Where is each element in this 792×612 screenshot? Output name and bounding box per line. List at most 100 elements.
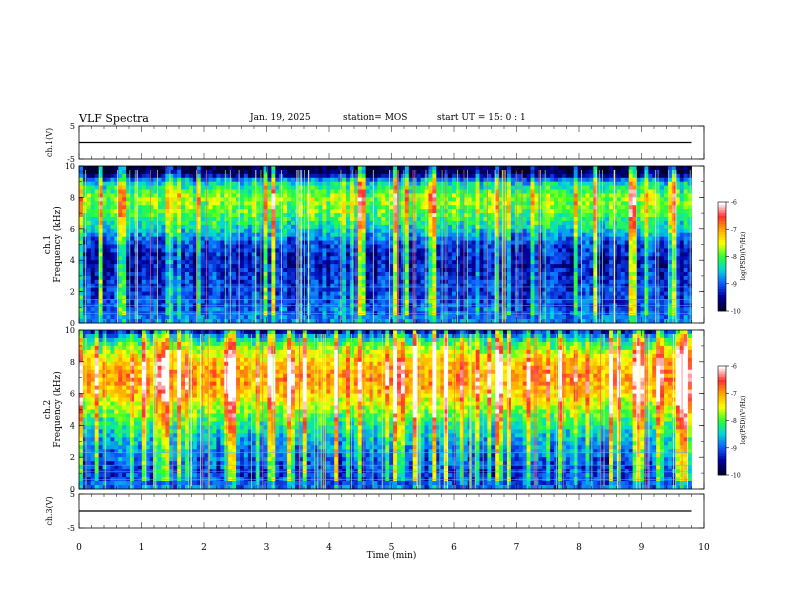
- spectrogram-cell: [495, 173, 500, 179]
- spectrogram-cell: [200, 287, 206, 293]
- spectrogram-cell: [452, 173, 457, 179]
- spectrogram-cell: [161, 181, 166, 187]
- spectrogram-cell: [565, 201, 571, 206]
- spectrogram-cell: [122, 228, 127, 234]
- spectrogram-cell: [342, 228, 347, 234]
- spectrogram-cell: [224, 264, 229, 269]
- spectrogram-cell: [79, 287, 84, 293]
- spectrogram-cell: [224, 166, 229, 171]
- spectrogram-cell: [259, 236, 264, 241]
- spectrogram-cell: [463, 169, 469, 175]
- spectrogram-cell: [530, 166, 535, 171]
- spectrogram-cell: [652, 236, 657, 241]
- spectrogram-cell: [169, 205, 174, 210]
- spectrogram-cell: [550, 252, 555, 257]
- spectrogram-cell: [648, 166, 653, 171]
- spectrogram-cell: [342, 287, 347, 293]
- spectrogram-cell: [247, 248, 253, 253]
- spectrogram-cell: [467, 275, 473, 281]
- spectrogram-cell: [420, 181, 425, 187]
- spectrogram-cell: [683, 287, 688, 293]
- spectrogram-cell: [601, 173, 606, 179]
- spectrogram-cell: [671, 232, 677, 238]
- spectrogram-cell: [660, 248, 665, 253]
- spectrogram-cell: [404, 224, 410, 230]
- spectrogram-cell: [436, 287, 441, 293]
- spectrogram-cell: [373, 236, 378, 241]
- spectrogram-cell: [491, 260, 496, 265]
- spectrogram-cell: [436, 224, 441, 230]
- spectrogram-cell: [565, 181, 571, 187]
- spectrogram-cell: [86, 189, 92, 194]
- spectrogram-cell: [263, 217, 268, 222]
- spectrogram-cell: [506, 279, 512, 285]
- spectrogram-cell: [483, 201, 488, 206]
- spectrogram-cell: [601, 205, 606, 210]
- spectrogram-cell: [302, 248, 308, 253]
- spectrogram-cell: [687, 228, 692, 234]
- spectrogram-cell: [561, 197, 567, 202]
- spectrogram-cell: [357, 279, 363, 285]
- spectrogram-cell: [671, 275, 677, 281]
- spectrogram-cell: [137, 185, 143, 190]
- spectrogram-cell: [82, 275, 88, 281]
- spectrogram-cell: [169, 252, 174, 257]
- spectrogram-cell: [236, 169, 241, 175]
- spectrogram-cell: [534, 236, 539, 241]
- spectrogram-cell: [149, 205, 154, 210]
- spectrogram-cell: [506, 244, 512, 249]
- spectrogram-cell: [459, 193, 465, 198]
- spectrogram-cell: [605, 193, 610, 198]
- spectrogram-cell: [212, 244, 217, 249]
- spectrogram-cell: [601, 169, 606, 175]
- spectrogram-cell: [408, 283, 414, 289]
- spectrogram-cell: [550, 228, 555, 234]
- spectrogram-cell: [424, 201, 429, 206]
- spectrogram-cell: [224, 185, 229, 190]
- spectrogram-cell: [310, 252, 315, 257]
- spectrogram-cell: [577, 268, 582, 273]
- spectrogram-cell: [232, 224, 237, 230]
- spectrogram-cell: [565, 213, 571, 218]
- spectrogram-cell: [259, 166, 264, 171]
- spectrogram-cell: [554, 256, 559, 261]
- spectrogram-cell: [212, 193, 217, 198]
- spectrogram-cell: [585, 201, 590, 206]
- spectrogram-cell: [459, 228, 465, 234]
- spectrogram-cell: [452, 256, 457, 261]
- spectrogram-cell: [243, 244, 249, 249]
- spectrogram-cell: [671, 169, 677, 175]
- spectrogram-cell: [224, 248, 229, 253]
- spectrogram-cell: [86, 279, 92, 285]
- spectrogram-cell: [530, 244, 535, 249]
- spectrogram-cell: [369, 197, 374, 202]
- spectrogram-cell: [514, 271, 520, 277]
- spectrogram-cell: [436, 252, 441, 257]
- spectrogram-cell: [667, 193, 673, 198]
- spectrogram-cell: [448, 260, 453, 265]
- spectrogram-cell: [365, 252, 370, 257]
- spectrogram-cell: [318, 217, 323, 222]
- spectrogram-cell: [483, 271, 488, 277]
- spectrogram-cell: [463, 256, 469, 261]
- spectrogram-cell: [569, 220, 575, 226]
- spectrogram-cell: [601, 260, 606, 265]
- spectrogram-cell: [259, 275, 264, 281]
- spectrogram-cell: [302, 228, 308, 234]
- spectrogram-cell: [94, 252, 100, 257]
- spectrogram-cell: [188, 217, 194, 222]
- spectrogram-cell: [499, 260, 504, 265]
- spectrogram-cell: [283, 205, 288, 210]
- spectrogram-cell: [181, 193, 186, 198]
- spectrogram-cell: [436, 205, 441, 210]
- spectrogram-cell: [675, 193, 681, 198]
- spectrogram-cell: [310, 275, 315, 281]
- spectrogram-cell: [208, 256, 213, 261]
- spectrogram-cell: [310, 201, 315, 206]
- spectrogram-cell: [616, 236, 622, 241]
- spectrogram-cell: [408, 275, 414, 281]
- spectrogram-cell: [393, 264, 398, 269]
- spectrogram-cell: [188, 268, 194, 273]
- spectrogram-cell: [188, 201, 194, 206]
- spectrogram-cell: [389, 181, 394, 187]
